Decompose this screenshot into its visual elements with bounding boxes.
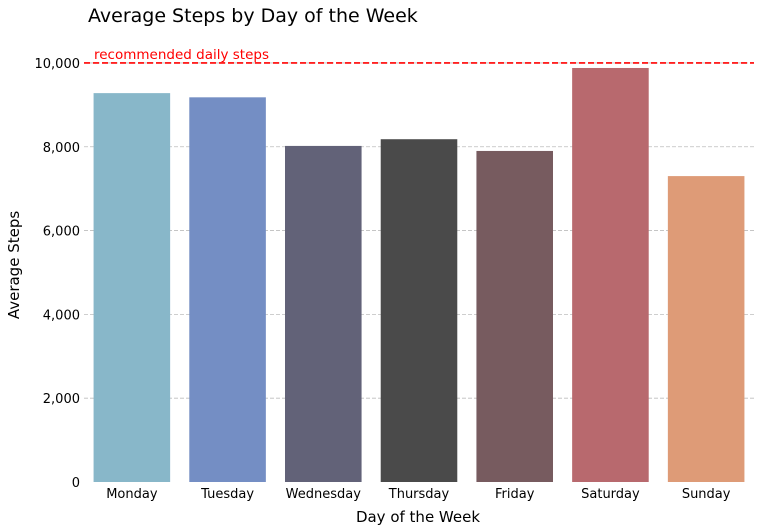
x-axis-ticks: Monday Tuesday Wednesday Thursday Friday Satu… xyxy=(106,487,731,502)
x-tick-label: Friday xyxy=(495,487,535,502)
reference-line-group: recommended daily steps xyxy=(84,47,754,64)
x-tick-label: Wednesday xyxy=(286,487,362,502)
reference-line-label: recommended daily steps xyxy=(94,47,269,63)
bar xyxy=(189,97,266,483)
bar xyxy=(285,145,362,482)
y-tick-label: 4,000 xyxy=(43,308,80,323)
x-axis-label: Day of the Week xyxy=(356,508,480,526)
bar xyxy=(667,176,745,482)
chart-title: Average Steps by Day of the Week xyxy=(88,5,418,27)
y-axis-label: Average Steps xyxy=(5,211,23,320)
x-tick-label: Monday xyxy=(106,487,158,502)
x-tick-label: Tuesday xyxy=(200,487,254,502)
bar xyxy=(93,93,171,482)
y-tick-label: 0 xyxy=(72,476,80,491)
x-tick-label: Sunday xyxy=(682,487,731,502)
x-tick-label: Thursday xyxy=(388,487,450,502)
x-tick-label: Saturday xyxy=(581,487,640,502)
bar xyxy=(572,67,649,482)
bar xyxy=(476,150,553,482)
bars xyxy=(93,67,745,483)
y-axis-ticks: 0 2,000 4,000 6,000 8,000 10,000 xyxy=(35,57,81,491)
y-tick-label: 8,000 xyxy=(43,141,80,156)
y-tick-label: 2,000 xyxy=(43,392,80,407)
y-tick-label: 10,000 xyxy=(35,57,81,72)
bar xyxy=(380,139,458,482)
y-tick-label: 6,000 xyxy=(43,225,80,240)
